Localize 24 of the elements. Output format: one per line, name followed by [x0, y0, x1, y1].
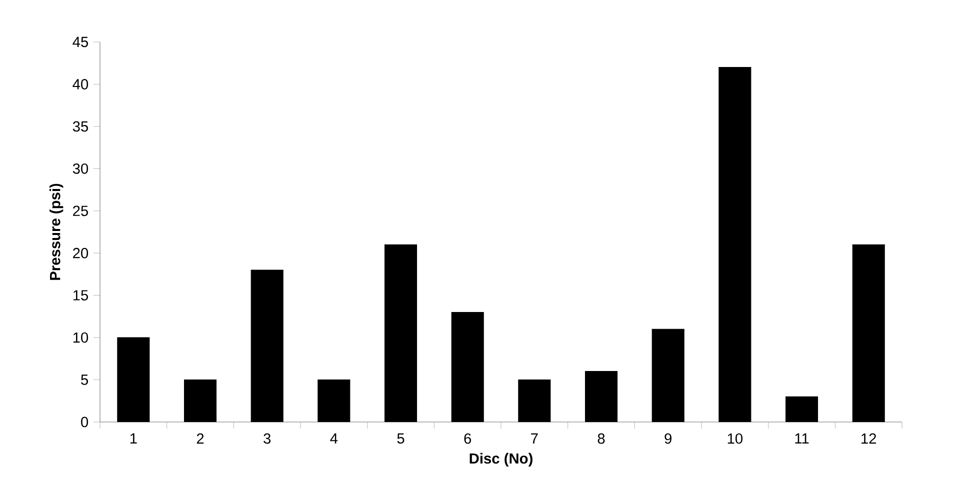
x-tick-label: 11 [795, 433, 809, 444]
x-tick-label: 9 [664, 433, 672, 444]
y-tick-label: 15 [73, 290, 88, 300]
x-tick-label: 7 [531, 433, 538, 444]
y-axis-title: Pressure (psi) [50, 184, 64, 280]
x-tick-label: 10 [728, 433, 742, 444]
y-tick-label: 10 [73, 332, 88, 343]
x-tick-label: 1 [130, 433, 137, 444]
y-tick-label: 40 [72, 79, 88, 90]
y-tick-label: 20 [73, 248, 88, 258]
x-tick-label: 4 [330, 433, 338, 444]
y-tick-label: 45 [72, 36, 88, 48]
x-axis-title: Disc (No) [470, 452, 532, 467]
y-tick-label: 35 [72, 121, 88, 132]
x-tick-label: 3 [264, 433, 271, 444]
y-tick-label: 25 [73, 206, 88, 216]
y-tick-label: 30 [72, 163, 88, 174]
x-tick-label: 12 [862, 433, 876, 444]
x-tick-label: 8 [598, 433, 605, 444]
x-tick-label: 6 [464, 433, 472, 444]
x-tick-label: 5 [397, 433, 404, 444]
y-tick-label: 5 [81, 374, 88, 385]
x-tick-label: 2 [196, 433, 204, 444]
y-tick-label: 0 [81, 416, 88, 428]
